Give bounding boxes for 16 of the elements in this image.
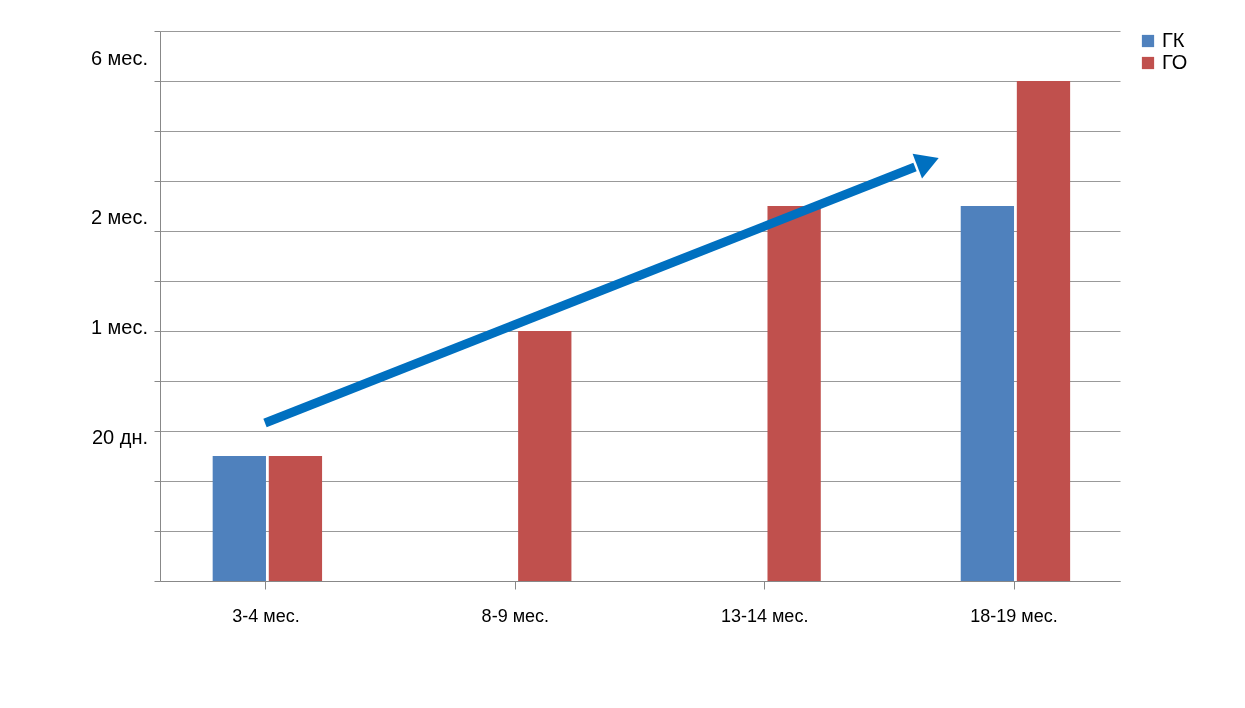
x-tick-label: 3-4 мес. <box>232 605 300 626</box>
bar <box>1016 81 1071 581</box>
x-tick-label: 13-14 мес. <box>720 605 809 626</box>
bar <box>268 456 323 581</box>
legend-label: ГО <box>1162 51 1188 73</box>
x-tick-label: 18-19 мес. <box>970 605 1058 626</box>
x-tick-label: 8-9 мес. <box>481 605 550 626</box>
text: 6 мес. <box>90 46 148 69</box>
bar <box>960 206 1015 581</box>
bar <box>212 456 266 581</box>
bar <box>767 206 821 581</box>
text: 2 мес. <box>90 206 148 228</box>
legend-label: ГК <box>1162 29 1185 51</box>
text: 1 мес. <box>90 316 148 338</box>
bar <box>518 331 572 581</box>
text: 20 дн. <box>91 426 148 448</box>
